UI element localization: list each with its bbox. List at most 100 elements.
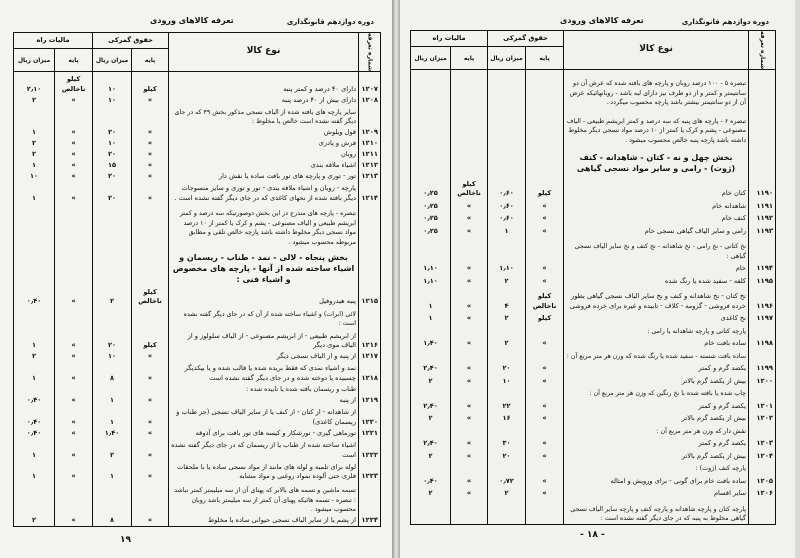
tax-amount: ۲ — [409, 449, 452, 462]
customs-base: » — [131, 148, 170, 160]
tax-amount: ۰٫۴۰ — [12, 394, 56, 406]
goods-description: طناب و ریسمان بافته شده یا تابیده شده : — [168, 383, 360, 395]
tariff-number: ۱۲۰۱ — [748, 399, 777, 412]
note-row: چاپ شده یا بافته شده با نخ رنگین که وزن … — [409, 386, 777, 399]
tax-amount — [409, 324, 452, 337]
tax-amount: ۲ — [12, 350, 56, 362]
customs-base — [525, 236, 565, 262]
tariff-number: ۱۲۲۳ — [358, 460, 382, 483]
note-row: طناب و ریسمان بافته شده یا تابیده شده : — [12, 383, 382, 395]
table-row: ۱۲۱۵ پنبه هیدروفیل کیلو ناخالص ۲» ۰٫۴۰ — [12, 285, 382, 307]
tariff-number: ۱۲۱۷ — [358, 350, 382, 362]
tax-amount — [409, 69, 452, 108]
tariff-number: ۱۲۰۴ — [748, 449, 777, 462]
tax-base: » — [450, 261, 489, 274]
customs-base: » — [525, 436, 565, 449]
table-row: ۱۲۰۷ دارای ۴۰ درصد و کمتر پنبه کیلو ۱۰ کیلو … — [12, 71, 382, 95]
right-page: دوره دوازدهم قانونگذاری تعرفه کالاهای ور… — [400, 0, 795, 558]
tax-base: » — [54, 127, 94, 138]
customs-amount: ۱۰ — [92, 71, 133, 95]
goods-description: تبصره ۵ - ۱۰۰ درصد روبان و پارچه های باف… — [563, 69, 750, 108]
tax-base: » — [450, 486, 489, 499]
tariff-number: ۱۱۹۱ — [748, 199, 777, 212]
header-goods: نوع کالا — [168, 31, 360, 73]
customs-amount: ۱۰ — [92, 94, 133, 106]
tax-amount — [12, 247, 56, 286]
tax-amount: ۱ — [12, 159, 56, 171]
tax-base — [450, 424, 489, 437]
customs-base — [525, 461, 565, 474]
customs-base — [525, 324, 565, 337]
tariff-number: ۱۱۹۴ — [748, 261, 777, 274]
tariff-number — [748, 424, 777, 437]
header-tax-amount: میزان ریال — [409, 46, 452, 71]
header-tax-base: پایه — [54, 48, 94, 73]
section-heading-row: بخش چهل و نه - کتان - شاهدانه - کنف (ژوت… — [409, 145, 777, 174]
customs-base: » — [131, 159, 170, 171]
table-row: ۱۲۲۲ اشیاء ساخته شده از طناب یا از ریسمان… — [12, 438, 382, 461]
tax-base: » — [450, 211, 489, 224]
header-road-tax: مالیات راه — [12, 31, 94, 50]
table-row: ۱۲۱۱ روبان» ۲۰» ۲ — [12, 148, 382, 160]
customs-base: » — [131, 460, 170, 483]
goods-description: فرش و پادری — [168, 137, 360, 149]
table-row: ۱۱۹۷ نخ کاغذی کیلو ۲» ۱ — [409, 311, 777, 324]
customs-base: کیلو — [131, 71, 170, 95]
goods-description: تسمه ماشین و تسمه های بالابر که پهنای آن… — [168, 482, 360, 515]
tariff-number: ۱۲۲۴ — [358, 514, 382, 526]
customs-amount: ۲ — [92, 285, 133, 307]
table-row: ۱۲۲۳ لوله برای تلمبه و لوله های مانند از … — [12, 460, 382, 483]
goods-description: سایر پارچه های بافته شده از الیاف نسجی م… — [168, 105, 360, 127]
goods-description: خام — [563, 261, 750, 274]
tariff-number: ۱۲۱۳ — [358, 170, 382, 182]
note-row: پارچه کنف (ژوت) : — [409, 461, 777, 474]
customs-amount: ۲۲ — [487, 399, 527, 412]
customs-base: » — [525, 474, 565, 487]
tax-amount: ۱۰ — [12, 170, 56, 182]
customs-amount: ۸ — [92, 514, 133, 526]
tax-base: » — [450, 274, 489, 287]
customs-amount: ۲۰ — [92, 181, 133, 204]
tax-amount: ۱ — [12, 127, 56, 138]
goods-description: یکصد گرم و کمتر — [563, 436, 750, 449]
tax-amount: ۲ — [409, 486, 452, 499]
goods-description: تورماهی گیری - تورشکار و کیسه های تور با… — [168, 427, 360, 439]
customs-base — [525, 69, 565, 108]
tax-amount — [409, 349, 452, 362]
tariff-number: ۱۲۰۳ — [748, 436, 777, 449]
customs-base: » — [525, 399, 565, 412]
header-customs: حقوق گمرکی — [487, 29, 565, 48]
customs-amount: ۱٫۱۰ — [487, 261, 527, 274]
table-row: ۱۲۰۶ سایر اقسام» ۲» ۲ — [409, 486, 777, 499]
goods-description: بخش پنجاه - لالی - نمد - طناب - ریسمان و… — [168, 247, 360, 286]
customs-amount: ۱۶ — [487, 411, 527, 424]
customs-base: » — [131, 94, 170, 106]
table-row: ۱۲۰۹ قول ویلوش» ۲۰» ۱ — [12, 127, 382, 138]
customs-base: » — [131, 427, 170, 439]
customs-amount: ۱۵ — [92, 159, 133, 171]
customs-amount: ۰٫۶۰ — [487, 199, 527, 212]
tariff-number: ۱۱۹۸ — [748, 336, 777, 349]
customs-amount — [92, 482, 133, 515]
goods-description: نخ کتانی - نخ رامی - نخ شاهدانه - نخ کنف… — [563, 236, 750, 262]
customs-base: » — [131, 181, 170, 204]
tariff-number: ۱۱۹۶ — [748, 286, 777, 312]
header-customs: حقوق گمرکی — [92, 31, 170, 50]
tax-base — [450, 145, 489, 174]
table-row: ۱۱۹۵ کلفه - سفید شده یا رنگ شده» ۲» ۱٫۱۰ — [409, 274, 777, 287]
customs-base: » — [131, 438, 170, 461]
tax-amount — [12, 306, 56, 329]
tariff-number: ۱۲۰۶ — [748, 486, 777, 499]
tariff-number — [748, 349, 777, 362]
note-row: نخ کتانی - نخ رامی - نخ شاهدانه - نخ کنف… — [409, 236, 777, 262]
customs-amount: ۳۰ — [487, 436, 527, 449]
page-title: تعرفه کالاهای ورودی — [560, 16, 644, 25]
goods-description: از پشم یا از سایر الیاف نسجی حیوانی ساده… — [168, 514, 360, 526]
tax-amount — [409, 386, 452, 399]
tax-amount: ۰٫۴۰ — [12, 427, 56, 439]
tax-base — [54, 247, 94, 286]
goods-description: کلفه - سفید شده یا رنگ شده — [563, 274, 750, 287]
note-row: تبصره ۶ - پارچه های پنبه که سه درصد و کم… — [409, 107, 777, 146]
tax-amount — [409, 107, 452, 146]
tax-amount: ۲٫۴۰ — [409, 436, 452, 449]
